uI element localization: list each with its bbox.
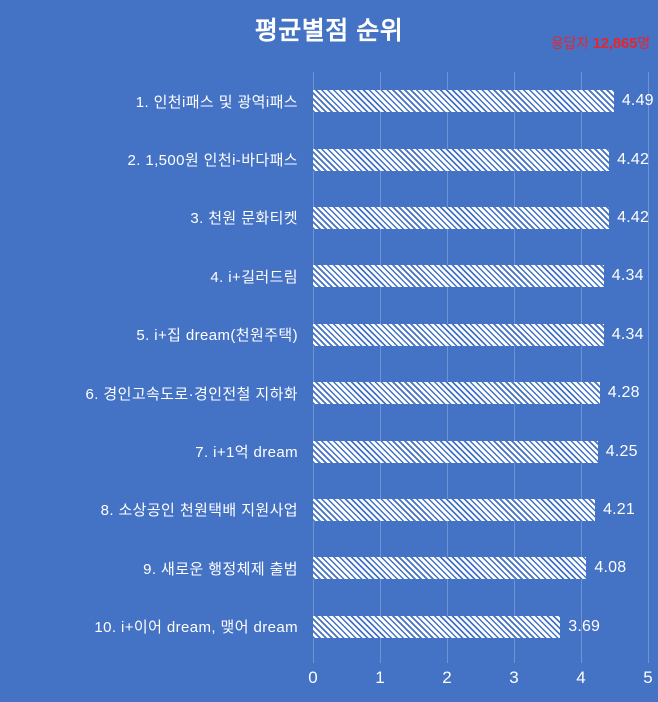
bar-value-label: 4.21 (603, 500, 636, 518)
x-tick-mark-4 (581, 656, 582, 663)
bar (313, 206, 610, 229)
category-label: 3. 천원 문화티켓 (190, 210, 298, 228)
bar-and-value: 4.49 (313, 72, 658, 130)
category-label: 4. i+길러드림 (210, 268, 298, 286)
category-label: 1. 인천i패스 및 광역i패스 (135, 93, 298, 111)
bar-value-label: 4.49 (621, 92, 654, 110)
bar (313, 615, 561, 638)
bar (313, 498, 596, 521)
x-tick-mark-5 (648, 656, 649, 663)
bar (313, 382, 600, 405)
category-label: 10. i+이어 dream, 맺어 dream (94, 619, 298, 637)
gridline-5 (648, 72, 649, 656)
category-label: 9. 새로운 행정체제 출범 (143, 560, 298, 578)
x-tick-mark-0 (313, 656, 314, 663)
bar-and-value: 4.08 (313, 539, 658, 597)
bar-rows-container: 1. 인천i패스 및 광역i패스 4.49 2. 1,500원 인천i-바다패스 4.… (0, 72, 658, 656)
bar-value-label: 4.34 (611, 325, 644, 343)
x-tick-label-1: 1 (375, 668, 385, 687)
x-tick-label-5: 5 (643, 668, 653, 687)
x-tick-label-3: 3 (509, 668, 519, 687)
bar (313, 90, 614, 113)
gridline-4 (581, 72, 582, 656)
x-axis: 0 1 2 3 4 5 (308, 656, 653, 702)
bar-row: 6. 경인고속도로·경인전철 지하화 4.28 (0, 364, 658, 422)
category-label: 2. 1,500원 인천i-바다패스 (127, 152, 298, 170)
x-tick-mark-3 (514, 656, 515, 663)
bar-and-value: 4.21 (313, 481, 658, 539)
respondent-count-value: 12,865 (592, 35, 638, 52)
bar-row: 5. i+집 dream(천원주택) 4.34 (0, 306, 658, 364)
x-tick-label-2: 2 (442, 668, 452, 687)
respondent-count-annotation: 응답자 12,865명 (551, 34, 650, 53)
x-tick-label-4: 4 (576, 668, 586, 687)
bar (313, 265, 604, 288)
gridline-0 (313, 72, 314, 656)
bar-row: 2. 1,500원 인천i-바다패스 4.42 (0, 130, 658, 188)
bar-value-label: 4.42 (617, 208, 650, 226)
category-label: 6. 경인고속도로·경인전철 지하화 (85, 385, 298, 403)
respondent-count-prefix: 응답자 (550, 35, 593, 51)
bar (313, 148, 610, 171)
bar-and-value: 4.25 (313, 422, 658, 480)
bar-row: 9. 새로운 행정체제 출범 4.08 (0, 539, 658, 597)
bar-and-value: 4.42 (313, 189, 658, 247)
gridline-3 (514, 72, 515, 656)
chart-title: 평균별점 순위 (254, 17, 404, 45)
bar-row: 1. 인천i패스 및 광역i패스 4.49 (0, 72, 658, 130)
bar-value-label: 4.42 (617, 150, 650, 168)
bar-value-label: 4.08 (594, 559, 627, 577)
bar-and-value: 4.34 (313, 306, 658, 364)
bar-row: 7. i+1억 dream 4.25 (0, 422, 658, 480)
x-tick-mark-2 (447, 656, 448, 663)
bar-and-value: 3.69 (313, 598, 658, 656)
bar-value-label: 4.34 (611, 267, 644, 285)
bar-and-value: 4.28 (313, 364, 658, 422)
category-label: 8. 소상공인 천원택배 지원사업 (100, 502, 298, 520)
bar (313, 557, 587, 580)
bar (313, 440, 598, 463)
respondent-count-suffix: 명 (637, 35, 650, 51)
gridline-2 (447, 72, 448, 656)
bar-row: 10. i+이어 dream, 맺어 dream 3.69 (0, 598, 658, 656)
bar (313, 323, 604, 346)
bar-row: 3. 천원 문화티켓 4.42 (0, 189, 658, 247)
x-tick-mark-1 (380, 656, 381, 663)
bar-and-value: 4.34 (313, 247, 658, 305)
bar-value-label: 3.69 (568, 617, 601, 635)
category-label: 7. i+1억 dream (195, 444, 298, 462)
bar-and-value: 4.42 (313, 130, 658, 188)
bar-value-label: 4.28 (607, 384, 640, 402)
bar-row: 8. 소상공인 천원택배 지원사업 4.21 (0, 481, 658, 539)
category-label: 5. i+집 dream(천원주택) (136, 327, 298, 345)
x-tick-label-0: 0 (308, 668, 318, 687)
bar-value-label: 4.25 (605, 442, 638, 460)
bar-row: 4. i+길러드림 4.34 (0, 247, 658, 305)
gridline-1 (380, 72, 381, 656)
plot-area-gridlines (313, 72, 649, 656)
